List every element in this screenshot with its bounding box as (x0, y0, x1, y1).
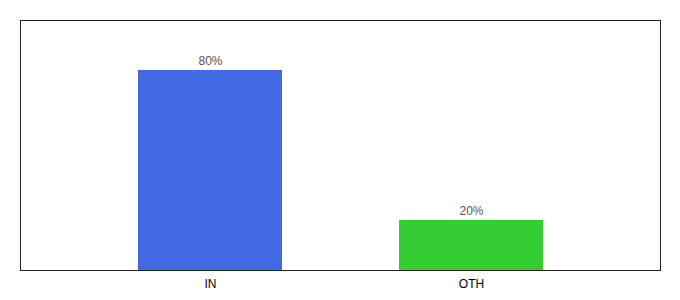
svg-text:OTH: OTH (459, 277, 484, 291)
svg-text:IN: IN (205, 277, 217, 291)
svg-text:80%: 80% (198, 54, 222, 68)
svg-text:20%: 20% (459, 204, 483, 218)
